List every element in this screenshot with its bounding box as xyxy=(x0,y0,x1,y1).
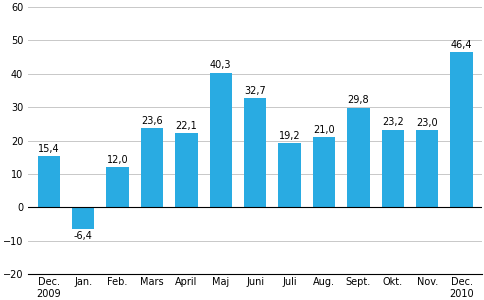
Bar xyxy=(140,128,163,207)
Bar xyxy=(106,167,128,207)
Text: 23,6: 23,6 xyxy=(141,116,163,126)
Text: 21,0: 21,0 xyxy=(313,125,334,135)
Bar xyxy=(72,207,94,229)
Bar xyxy=(312,137,334,207)
Bar xyxy=(450,52,472,207)
Text: 32,7: 32,7 xyxy=(244,86,266,96)
Bar xyxy=(381,130,403,207)
Text: 40,3: 40,3 xyxy=(210,60,231,70)
Bar xyxy=(415,130,438,207)
Text: 23,0: 23,0 xyxy=(415,118,437,128)
Text: 2009: 2009 xyxy=(36,289,61,299)
Bar xyxy=(243,98,266,207)
Text: 22,1: 22,1 xyxy=(175,121,197,131)
Bar xyxy=(347,108,369,207)
Bar xyxy=(38,156,60,207)
Bar xyxy=(175,134,197,207)
Bar xyxy=(209,73,231,207)
Bar xyxy=(278,143,300,207)
Text: 29,8: 29,8 xyxy=(347,95,368,105)
Text: -6,4: -6,4 xyxy=(74,231,92,241)
Text: 19,2: 19,2 xyxy=(278,131,300,141)
Text: 12,0: 12,0 xyxy=(106,155,128,165)
Text: 2010: 2010 xyxy=(448,289,473,299)
Text: 46,4: 46,4 xyxy=(450,40,471,50)
Text: 23,2: 23,2 xyxy=(381,118,403,128)
Text: 15,4: 15,4 xyxy=(38,143,60,154)
